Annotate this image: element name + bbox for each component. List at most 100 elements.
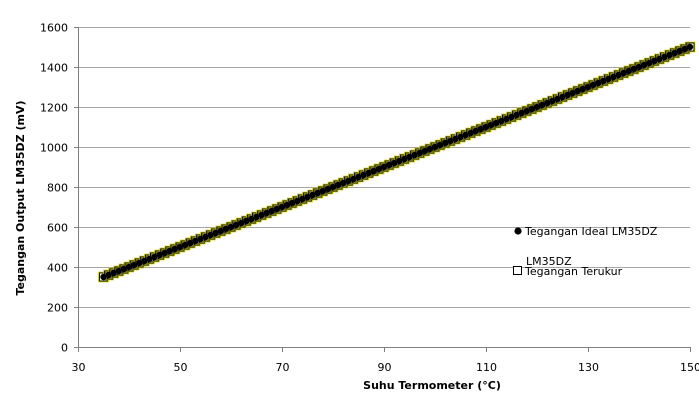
data-point-ideal — [156, 251, 163, 259]
x-tick-label: 130 — [578, 361, 599, 374]
data-point-ideal — [635, 63, 643, 71]
y-tick-label: 1400 — [40, 62, 68, 75]
series-ideal — [100, 43, 694, 281]
data-point-ideal — [538, 101, 546, 109]
legend-item-ideal: Tegangan Ideal LM35DZ — [514, 225, 658, 238]
data-point-ideal — [370, 167, 377, 175]
data-point-ideal — [477, 125, 485, 133]
data-point-ideal — [411, 151, 418, 159]
data-point-ideal — [574, 87, 581, 95]
data-point-ideal — [452, 135, 459, 143]
data-point-ideal — [355, 173, 362, 181]
data-point-ideal — [457, 133, 464, 141]
data-point-ideal — [661, 53, 668, 61]
data-point-ideal — [426, 145, 434, 153]
data-point-ideal — [651, 57, 658, 65]
data-point-ideal — [110, 269, 117, 277]
data-point-ideal — [482, 123, 490, 131]
data-point-ideal — [681, 45, 689, 53]
data-point-ideal — [625, 67, 632, 75]
data-point-ideal — [584, 83, 592, 91]
data-point-ideal — [151, 253, 158, 261]
data-point-ideal — [518, 109, 525, 117]
data-point-ideal — [498, 117, 505, 125]
data-point-ideal — [431, 143, 439, 151]
data-point-ideal — [472, 127, 479, 135]
data-point-ideal — [299, 195, 306, 203]
data-point-ideal — [232, 221, 240, 229]
legend-label-measured-line1: Tegangan Terukur — [524, 265, 623, 278]
gridlines — [78, 27, 690, 308]
y-tick-label: 600 — [47, 222, 68, 235]
data-point-ideal — [513, 111, 520, 119]
data-point-ideal — [579, 85, 587, 93]
data-point-ideal — [324, 185, 332, 193]
y-tick-label: 1000 — [40, 142, 68, 155]
data-point-ideal — [238, 219, 245, 227]
data-point-ideal — [314, 189, 321, 197]
x-tick-label: 70 — [276, 361, 290, 374]
data-point-ideal — [171, 245, 179, 253]
data-point-ideal — [294, 197, 301, 205]
data-point-ideal — [447, 137, 454, 145]
data-point-ideal — [146, 255, 153, 263]
data-point-ideal — [212, 229, 219, 237]
data-point-ideal — [640, 61, 648, 69]
data-point-ideal — [278, 203, 286, 211]
data-point-ideal — [467, 129, 474, 137]
data-point-ideal — [187, 239, 194, 247]
axes — [74, 27, 691, 352]
legend-marker-ideal — [514, 227, 522, 235]
x-axis-title: Suhu Termometer (°C) — [363, 379, 501, 392]
data-point-ideal — [416, 149, 423, 157]
y-tick-labels: 0 200 400 600 800 1000 1200 1400 1600 — [40, 22, 68, 355]
data-point-ideal — [406, 153, 413, 161]
x-tick-label: 90 — [378, 361, 392, 374]
data-point-ideal — [105, 271, 112, 279]
y-tick-label: 1600 — [40, 22, 68, 35]
data-point-ideal — [487, 121, 495, 129]
data-point-ideal — [222, 225, 230, 233]
data-point-ideal — [646, 59, 653, 67]
data-point-ideal — [493, 119, 500, 127]
data-point-ideal — [600, 77, 607, 85]
data-point-ideal — [620, 69, 627, 77]
data-point-ideal — [559, 93, 566, 101]
data-point-ideal — [345, 177, 352, 185]
data-point-ideal — [136, 259, 143, 267]
data-point-ideal — [166, 247, 173, 255]
data-point-ideal — [554, 95, 561, 103]
data-point-ideal — [656, 55, 663, 63]
data-point-ideal — [258, 211, 265, 219]
data-point-ideal — [462, 131, 469, 139]
y-axis-title: Tegangan Output LM35DZ (mV) — [14, 100, 27, 295]
data-point-ideal — [615, 71, 622, 79]
data-point-ideal — [115, 267, 123, 275]
x-tick-label: 50 — [174, 361, 188, 374]
data-point-ideal — [686, 43, 694, 51]
legend-label-ideal: Tegangan Ideal LM35DZ — [524, 225, 658, 238]
data-point-ideal — [569, 89, 576, 97]
data-point-ideal — [401, 155, 408, 163]
x-tick-label: 110 — [476, 361, 497, 374]
data-point-ideal — [350, 175, 357, 183]
data-point-ideal — [595, 79, 602, 87]
data-point-ideal — [365, 169, 372, 177]
x-tick-labels: 30 50 70 90 110 130 150 — [72, 361, 699, 374]
y-tick-label: 800 — [47, 182, 68, 195]
data-point-ideal — [666, 51, 673, 59]
data-point-ideal — [589, 81, 597, 89]
data-point-ideal — [671, 49, 678, 57]
data-point-ideal — [141, 257, 148, 265]
legend-label-measured-line2: LM35DZ — [526, 255, 572, 268]
data-point-ideal — [125, 263, 133, 271]
data-point-ideal — [197, 235, 204, 243]
data-point-ideal — [533, 103, 541, 111]
y-tick-label: 200 — [47, 302, 68, 315]
data-point-ideal — [436, 141, 444, 149]
data-point-ideal — [192, 237, 199, 245]
data-point-ideal — [309, 191, 316, 199]
data-point-ideal — [319, 187, 326, 195]
data-point-ideal — [564, 91, 571, 99]
